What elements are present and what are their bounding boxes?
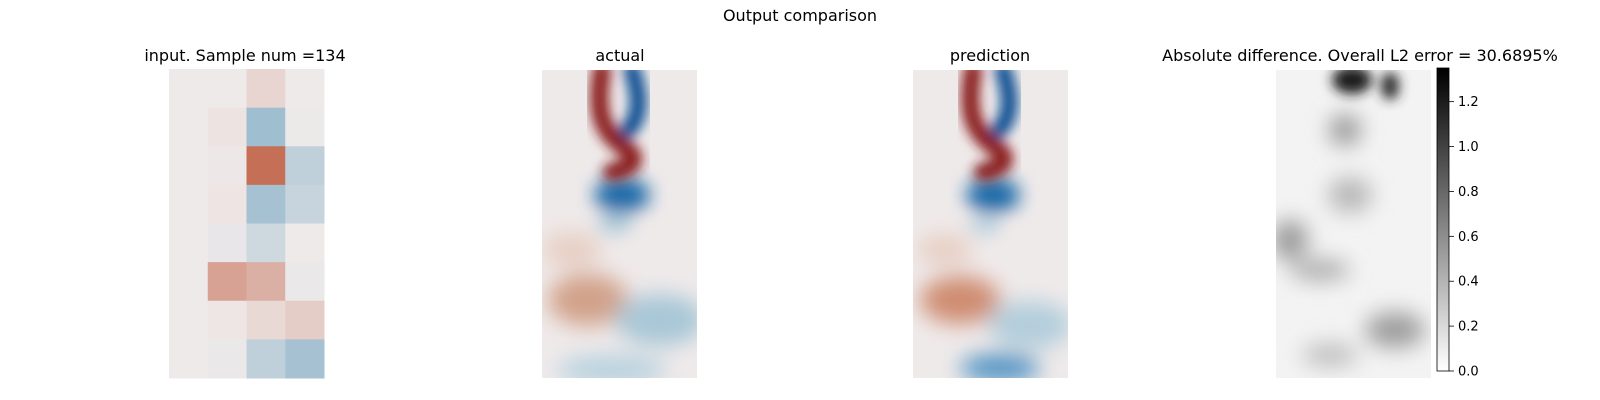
- difference-peak-top: [1332, 70, 1372, 94]
- input-cell: [246, 107, 286, 147]
- actual-blue-lobe-bottom: [557, 355, 667, 378]
- colorbar-tick-label: 1.2: [1458, 95, 1479, 110]
- difference-blob-right: [1365, 312, 1425, 348]
- input-panel-title: input. Sample num =134: [144, 46, 346, 65]
- input-cell: [207, 262, 247, 302]
- input-cell: [207, 184, 247, 225]
- colorbar-tick-label: 0.8: [1458, 185, 1479, 200]
- input-heatmap: [169, 69, 325, 379]
- input-cell: [169, 184, 209, 225]
- input-cell: [207, 339, 247, 379]
- actual-panel-title: actual: [595, 46, 645, 65]
- actual-blue-lobe-lower-right: [615, 294, 697, 346]
- input-cell: [246, 339, 286, 379]
- input-cell: [246, 300, 286, 340]
- input-cell: [207, 223, 247, 263]
- input-cell: [285, 184, 325, 225]
- prediction-blue-lobe-lower-right: [988, 301, 1068, 349]
- colorbar-gradient: [1436, 67, 1450, 372]
- difference-panel-title: Absolute difference. Overall L2 error = …: [1162, 46, 1558, 65]
- actual-red-lobe-lower: [548, 274, 628, 326]
- input-cell: [285, 300, 325, 340]
- input-cell: [207, 107, 247, 147]
- colorbar-tick-label: 0.6: [1458, 230, 1479, 245]
- actual-blue-swirl: [619, 70, 647, 139]
- prediction-blue-lobe-bottom: [960, 354, 1040, 378]
- input-cell: [169, 146, 209, 186]
- difference-blob-mid: [1328, 177, 1372, 213]
- figure-suptitle: Output comparison: [722, 6, 878, 25]
- prediction-red-lobe-lower: [920, 276, 1000, 324]
- input-cell: [169, 223, 209, 263]
- input-cell: [285, 223, 325, 263]
- difference-heatmap: [1276, 70, 1431, 378]
- input-cell: [285, 262, 325, 302]
- input-cell: [207, 69, 247, 109]
- colorbar-tick-label: 0.4: [1458, 275, 1479, 290]
- colorbar-tick-label: 1.0: [1458, 140, 1479, 155]
- difference-blob-upper: [1329, 114, 1361, 146]
- input-cell: [285, 107, 325, 147]
- input-cell: [246, 223, 286, 263]
- difference-blob-bottom: [1302, 343, 1358, 367]
- input-cell: [169, 107, 209, 147]
- input-cell: [169, 69, 209, 109]
- input-cell: [207, 300, 247, 340]
- actual-red-swirl: [590, 70, 643, 181]
- actual-blue-lobe-mid-tail: [597, 213, 633, 233]
- prediction-red-swirl: [961, 70, 1014, 181]
- input-cell: [285, 69, 325, 109]
- actual-red-faint: [542, 232, 602, 268]
- input-cell: [207, 146, 247, 186]
- actual-heatmap: [542, 70, 697, 378]
- prediction-panel-title: prediction: [949, 46, 1031, 65]
- difference-blob-left: [1276, 220, 1308, 260]
- input-cell: [246, 146, 286, 186]
- input-cell: [169, 339, 209, 379]
- prediction-red-faint: [917, 234, 973, 266]
- actual-blue-lobe-mid: [594, 177, 650, 213]
- colorbar-tick-label: 0.0: [1458, 365, 1479, 380]
- prediction-blue-lobe-mid: [966, 177, 1020, 213]
- input-cell: [169, 262, 209, 302]
- colorbar-tick-label: 0.2: [1458, 320, 1479, 335]
- input-cell: [246, 69, 286, 109]
- difference-blob-mid-low: [1290, 260, 1350, 280]
- input-cell: [246, 262, 286, 302]
- input-cell: [169, 300, 209, 340]
- input-cell: [285, 339, 325, 379]
- prediction-heatmap: [913, 70, 1068, 378]
- colorbar: 0.0 0.2 0.4 0.6 0.8 1.0 1.2: [1436, 67, 1479, 380]
- prediction-blue-swirl: [990, 70, 1018, 139]
- difference-peak-top-right: [1381, 72, 1399, 100]
- input-cell: [285, 146, 325, 186]
- input-cell: [246, 184, 286, 225]
- prediction-blue-lobe-mid-tail: [969, 216, 1001, 234]
